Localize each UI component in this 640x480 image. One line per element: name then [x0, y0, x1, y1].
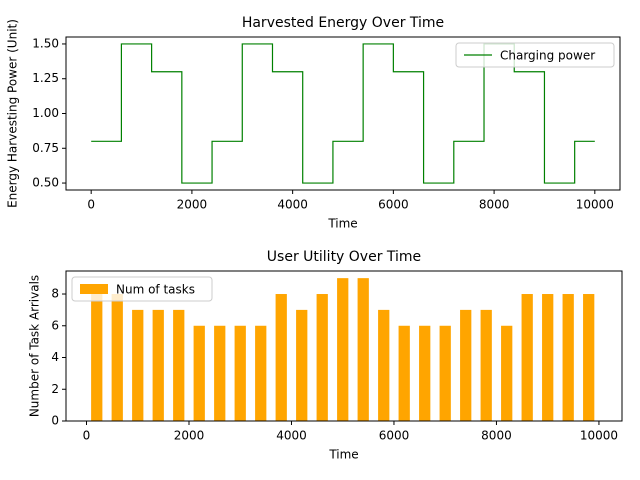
x-tick-label: 8000: [479, 198, 510, 212]
bar: [214, 325, 226, 421]
y-axis-label: Energy Harvesting Power (Unit): [6, 19, 20, 208]
bar: [480, 309, 492, 421]
y-tick-label: 0: [51, 414, 59, 428]
bar: [501, 325, 513, 421]
bar: [542, 294, 554, 421]
bar: [91, 294, 103, 421]
bar: [460, 309, 472, 421]
y-tick-label: 1.50: [32, 36, 59, 50]
bar: [152, 309, 164, 421]
legend-label: Num of tasks: [116, 283, 195, 297]
y-tick-label: 1.00: [32, 106, 59, 120]
x-tick-label: 2000: [174, 429, 205, 443]
legend-swatch: [80, 284, 108, 294]
bar: [521, 294, 533, 421]
axes-frame: [65, 270, 623, 422]
x-tick-label: 2000: [177, 198, 208, 212]
x-tick-label: 0: [87, 198, 95, 212]
bar: [234, 325, 246, 421]
x-tick-label: 6000: [378, 198, 409, 212]
bar: [378, 309, 390, 421]
bar: [296, 309, 308, 421]
y-tick-label: 0.50: [32, 176, 59, 190]
x-axis-label: Time: [328, 448, 358, 462]
y-tick-label: 8: [51, 287, 59, 301]
bar: [398, 325, 410, 421]
y-tick-label: 2: [51, 382, 59, 396]
chart-title: User Utility Over Time: [267, 249, 421, 265]
y-tick-label: 1.25: [32, 71, 59, 85]
y-tick-label: 6: [51, 318, 59, 332]
legend: Num of tasks: [71, 276, 213, 302]
bar: [255, 325, 267, 421]
x-axis-label: Time: [327, 217, 357, 231]
legend-label: Charging power: [500, 49, 595, 63]
bar: [337, 278, 349, 421]
axes-frame: [65, 36, 621, 191]
x-tick-label: 0: [83, 429, 91, 443]
x-tick-label: 10000: [580, 429, 618, 443]
bar: [111, 294, 123, 421]
x-tick-label: 10000: [576, 198, 614, 212]
bar: [439, 325, 451, 421]
x-tick-label: 4000: [277, 198, 308, 212]
bar: [583, 294, 595, 421]
bar: [419, 325, 431, 421]
bar: [357, 278, 369, 421]
bar: [316, 294, 328, 421]
y-tick-label: 4: [51, 350, 59, 364]
legend-box: [455, 42, 615, 68]
x-tick-label: 8000: [481, 429, 512, 443]
bar: [132, 309, 144, 421]
bar: [275, 294, 287, 421]
legend: Charging power: [455, 42, 615, 68]
y-axis-label: Number of Task Arrivals: [28, 275, 42, 417]
x-tick-label: 6000: [379, 429, 410, 443]
x-tick-label: 4000: [276, 429, 307, 443]
bar: [562, 294, 574, 421]
bar: [173, 309, 185, 421]
chart-title: Harvested Energy Over Time: [242, 15, 444, 31]
legend-box: [71, 276, 213, 302]
y-tick-label: 0.75: [32, 141, 59, 155]
bar: [193, 325, 205, 421]
